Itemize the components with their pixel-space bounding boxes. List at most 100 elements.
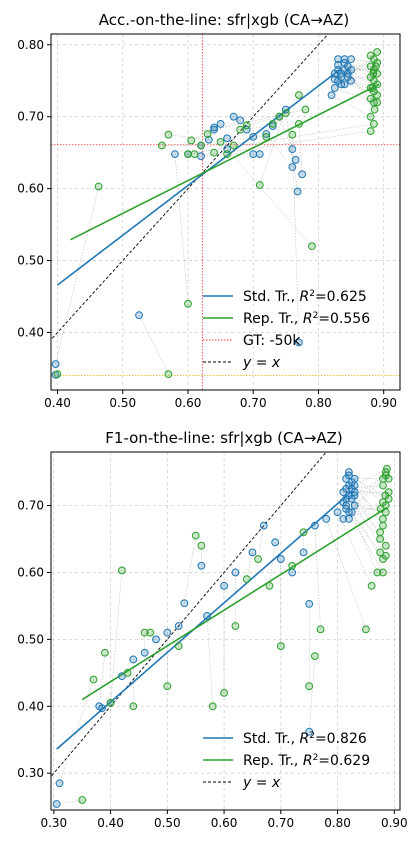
data-point xyxy=(259,521,268,530)
data-point xyxy=(381,551,390,560)
data-point xyxy=(216,137,225,146)
pair-line xyxy=(344,62,374,74)
pair-line xyxy=(184,535,196,604)
data-point xyxy=(379,568,387,577)
pair-line xyxy=(214,109,306,130)
data-point xyxy=(330,69,339,78)
data-point xyxy=(249,132,258,141)
pair-line xyxy=(351,512,381,553)
accuracy-chart-title: Acc.-on-the-line: sfr|xgb (CA→AZ) xyxy=(99,11,350,29)
data-point xyxy=(220,581,228,590)
data-point xyxy=(171,150,179,159)
fit-line xyxy=(81,506,388,701)
pair-line xyxy=(187,123,374,155)
data-point xyxy=(129,655,138,664)
data-point xyxy=(255,150,264,159)
data-point xyxy=(370,119,378,128)
data-point xyxy=(249,150,258,159)
x-tick-label: 0.90 xyxy=(370,396,397,410)
data-point xyxy=(216,119,225,128)
x-tick-label: 0.30 xyxy=(40,816,67,830)
data-point xyxy=(163,628,172,637)
accuracy-axis-ticks: 0.40 0.50 0.60 0.70 0.80 0.90 0.40 0.50 0.60 0.70… xyxy=(17,38,397,410)
data-point xyxy=(262,130,271,138)
data-point xyxy=(242,121,251,130)
data-point xyxy=(291,155,300,164)
y-tick-label: 0.30 xyxy=(17,766,44,780)
pair-line xyxy=(246,116,280,126)
data-point xyxy=(197,541,206,550)
data-point xyxy=(184,150,192,159)
data-point xyxy=(367,581,376,590)
legend-label: y = x xyxy=(242,775,281,791)
f1-plot-frame xyxy=(50,451,401,811)
pair-line xyxy=(220,136,254,143)
pair-line xyxy=(347,73,371,99)
data-point xyxy=(368,84,377,92)
pair-line xyxy=(314,525,321,630)
f1-fit-lines xyxy=(51,452,388,778)
data-point xyxy=(204,135,213,144)
data-point xyxy=(281,109,290,118)
data-point xyxy=(379,481,387,490)
data-point xyxy=(191,531,200,540)
data-point xyxy=(288,145,297,153)
x-tick-label: 0.90 xyxy=(381,816,408,830)
pair-line xyxy=(308,656,316,732)
pair-line xyxy=(246,552,253,580)
data-point xyxy=(231,622,240,630)
pair-line xyxy=(345,505,384,560)
x-tick-label: 0.50 xyxy=(109,396,136,410)
data-point xyxy=(276,555,285,563)
data-point xyxy=(381,541,390,550)
data-point xyxy=(384,474,393,483)
data-point xyxy=(135,311,143,320)
data-point xyxy=(299,548,308,557)
data-point xyxy=(369,69,378,78)
pair-line xyxy=(334,87,374,103)
data-point xyxy=(322,515,331,523)
pair-line xyxy=(341,55,371,85)
data-point xyxy=(236,125,245,134)
legend-label: GT: -50k xyxy=(243,333,301,349)
data-point xyxy=(106,699,115,707)
f1-points xyxy=(52,464,393,808)
fit-line xyxy=(70,83,380,241)
pair-line xyxy=(257,525,265,560)
data-point xyxy=(347,55,355,64)
accuracy-plot-frame xyxy=(50,33,401,391)
data-point xyxy=(94,182,103,191)
data-point xyxy=(265,581,274,590)
data-point xyxy=(210,148,218,157)
data-point xyxy=(262,132,271,141)
data-point xyxy=(231,568,240,577)
data-point xyxy=(223,134,232,143)
data-point xyxy=(316,625,325,634)
pair-line xyxy=(341,73,371,89)
pair-line xyxy=(269,542,276,586)
data-point xyxy=(373,48,382,56)
legend-label: y = x xyxy=(242,355,281,371)
data-point xyxy=(164,130,173,139)
data-point xyxy=(305,599,314,608)
data-point xyxy=(294,338,303,347)
accuracy-reference-lines xyxy=(51,34,400,390)
data-point xyxy=(339,498,348,507)
data-point xyxy=(345,515,353,523)
data-point xyxy=(180,599,189,608)
pair-line xyxy=(272,123,296,160)
y-tick-label: 0.60 xyxy=(17,182,44,196)
data-point xyxy=(342,504,350,513)
data-point xyxy=(376,528,385,537)
data-point xyxy=(334,55,342,64)
pair-line xyxy=(348,471,386,506)
x-tick-label: 0.50 xyxy=(154,816,181,830)
data-point xyxy=(229,112,238,121)
data-point xyxy=(294,119,303,128)
pair-line xyxy=(56,799,83,805)
data-point xyxy=(268,122,277,130)
data-point xyxy=(381,491,390,500)
pair-line xyxy=(213,129,247,153)
x-tick-label: 0.80 xyxy=(305,396,332,410)
legend-label: Rep. Tr., R2=0.629 xyxy=(243,753,370,769)
